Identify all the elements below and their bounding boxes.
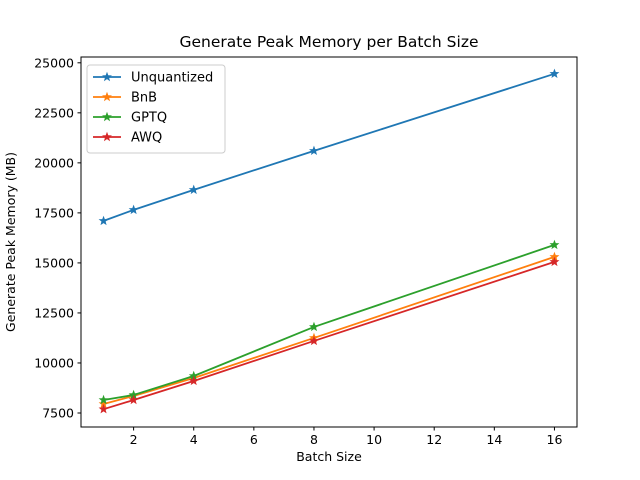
y-tick-label: 25000 xyxy=(34,55,74,70)
data-point-marker-awq xyxy=(549,256,560,267)
x-tick-label: 2 xyxy=(130,432,138,447)
x-tick-label: 6 xyxy=(250,432,258,447)
y-axis-label: Generate Peak Memory (MB) xyxy=(3,152,18,332)
legend: Unquantized BnB GPTQ AWQ xyxy=(86,64,226,154)
legend-marker-star-icon xyxy=(102,131,112,142)
data-point-marker-unquantized xyxy=(98,215,109,226)
y-tick-label: 20000 xyxy=(34,155,74,170)
series-line-gptq xyxy=(103,244,555,401)
data-point-marker-awq xyxy=(98,403,109,414)
data-point-marker-gptq xyxy=(309,321,319,332)
x-tick-label: 4 xyxy=(190,432,198,447)
x-tick-label: 14 xyxy=(486,432,502,447)
legend-item-label: BnB xyxy=(131,91,157,106)
legend-item-label: Unquantized xyxy=(131,71,213,86)
legend-marker-star-icon xyxy=(102,111,112,122)
x-tick-label: 12 xyxy=(426,432,442,447)
y-tick-label: 17500 xyxy=(34,205,74,220)
data-point-marker-gptq xyxy=(549,239,560,250)
legend-item-label: AWQ xyxy=(131,131,162,146)
data-point-marker-unquantized xyxy=(549,68,560,79)
y-tick-label: 10000 xyxy=(34,355,74,370)
data-point-marker-awq xyxy=(128,394,139,405)
data-point-marker-bnb xyxy=(98,398,109,409)
x-tick-label: 8 xyxy=(310,432,318,447)
data-point-marker-awq xyxy=(309,335,319,346)
legend-box xyxy=(86,64,226,154)
data-point-marker-unquantized xyxy=(128,204,139,215)
legend-marker-star-icon xyxy=(102,71,112,82)
y-tick-label: 15000 xyxy=(34,255,74,270)
y-tick-label: 22500 xyxy=(34,105,74,120)
data-point-marker-gptq xyxy=(188,370,199,381)
legend-marker-star-icon xyxy=(102,91,112,102)
data-point-marker-gptq xyxy=(128,389,139,400)
data-point-marker-bnb xyxy=(549,251,560,262)
data-point-marker-awq xyxy=(188,375,199,386)
x-tick-label: 16 xyxy=(547,432,563,447)
chart-title: Generate Peak Memory per Batch Size xyxy=(180,33,479,51)
data-point-marker-gptq xyxy=(98,394,109,405)
y-tick-label: 12500 xyxy=(34,305,74,320)
series-line-awq xyxy=(103,261,555,411)
series-line-bnb xyxy=(103,256,555,405)
legend-item-label: GPTQ xyxy=(131,111,167,126)
x-axis-label: Batch Size xyxy=(296,449,362,464)
plot-area-frame xyxy=(80,56,578,428)
y-tick-label: 7500 xyxy=(42,405,74,420)
x-tick-label: 10 xyxy=(366,432,382,447)
data-point-marker-unquantized xyxy=(188,184,199,195)
data-point-marker-unquantized xyxy=(309,145,319,156)
